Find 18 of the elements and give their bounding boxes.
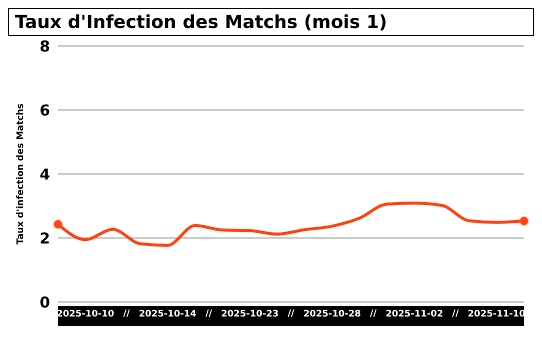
x-tick-label: 2025-10-14 xyxy=(138,309,196,320)
x-tick-label: 2025-10-28 xyxy=(303,309,361,320)
x-tick-label: 2025-11-02 xyxy=(386,309,444,320)
y-tick-label: 6 xyxy=(40,101,50,120)
text: // xyxy=(451,309,460,319)
text: // xyxy=(368,309,378,319)
x-tick-label: 2025-10-23 xyxy=(221,309,279,320)
y-tick-label: 8 xyxy=(40,37,50,56)
x-tick-label: 2025-11-10 xyxy=(468,309,526,320)
y-axis-title: Taux d'infection des Matchs xyxy=(16,103,26,245)
text: // xyxy=(122,309,131,319)
x-tick-label: 2025-10-10 xyxy=(56,309,114,320)
y-tick-label: 0 xyxy=(40,293,50,312)
y-tick-label: 4 xyxy=(40,165,50,184)
chart-title: Taux d'Infection des Matchs (mois 1) xyxy=(15,12,388,32)
text: // xyxy=(204,309,214,319)
y-tick-label: 2 xyxy=(40,229,50,248)
text: // xyxy=(286,309,296,319)
